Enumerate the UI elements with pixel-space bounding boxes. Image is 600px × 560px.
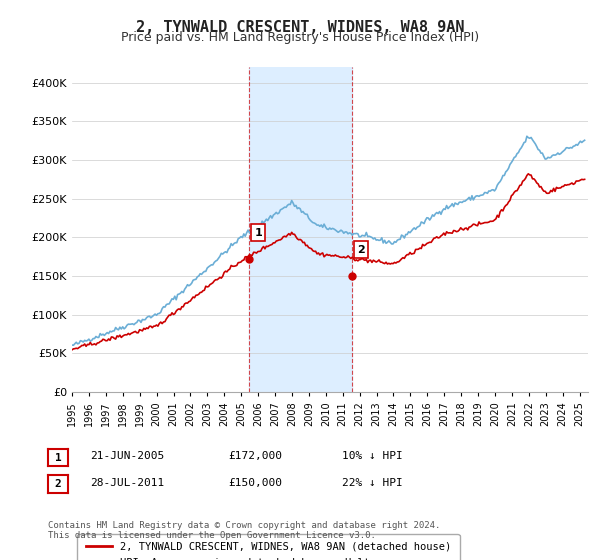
- Text: 10% ↓ HPI: 10% ↓ HPI: [342, 451, 403, 461]
- Text: 21-JUN-2005: 21-JUN-2005: [90, 451, 164, 461]
- Text: 2: 2: [358, 245, 365, 255]
- Text: 2: 2: [55, 479, 62, 489]
- Text: £150,000: £150,000: [228, 478, 282, 488]
- Legend: 2, TYNWALD CRESCENT, WIDNES, WA8 9AN (detached house), HPI: Average price, detac: 2, TYNWALD CRESCENT, WIDNES, WA8 9AN (de…: [77, 534, 460, 560]
- Text: 28-JUL-2011: 28-JUL-2011: [90, 478, 164, 488]
- Bar: [249, 67, 352, 392]
- Text: 2, TYNWALD CRESCENT, WIDNES, WA8 9AN: 2, TYNWALD CRESCENT, WIDNES, WA8 9AN: [136, 20, 464, 35]
- Text: 22% ↓ HPI: 22% ↓ HPI: [342, 478, 403, 488]
- Text: Contains HM Land Registry data © Crown copyright and database right 2024.
This d: Contains HM Land Registry data © Crown c…: [48, 521, 440, 540]
- Text: £172,000: £172,000: [228, 451, 282, 461]
- Text: 1: 1: [254, 228, 262, 238]
- Text: 1: 1: [55, 452, 62, 463]
- Text: Price paid vs. HM Land Registry's House Price Index (HPI): Price paid vs. HM Land Registry's House …: [121, 31, 479, 44]
